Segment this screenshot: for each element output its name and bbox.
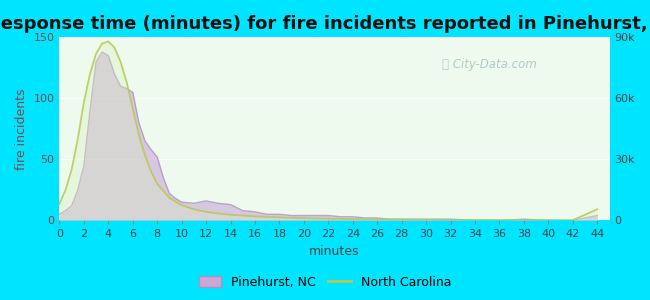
Y-axis label: fire incidents: fire incidents — [15, 88, 28, 169]
Text: ⓘ City-Data.com: ⓘ City-Data.com — [442, 58, 537, 71]
Legend: Pinehurst, NC, North Carolina: Pinehurst, NC, North Carolina — [194, 271, 456, 294]
X-axis label: minutes: minutes — [309, 245, 359, 258]
Title: Response time (minutes) for fire incidents reported in Pinehurst, NC: Response time (minutes) for fire inciden… — [0, 15, 650, 33]
